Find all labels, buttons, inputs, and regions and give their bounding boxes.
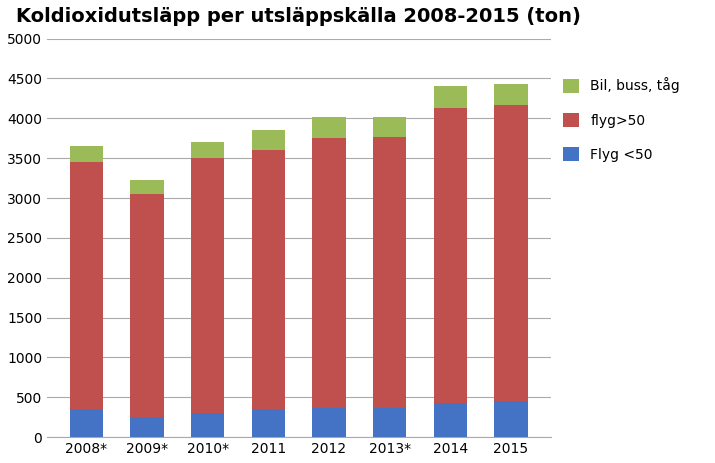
- Bar: [312, 138, 346, 408]
- Bar: [494, 84, 528, 105]
- Bar: [312, 408, 346, 437]
- Bar: [434, 108, 467, 403]
- Bar: [494, 401, 528, 437]
- Bar: [130, 417, 164, 437]
- Bar: [373, 137, 406, 408]
- Bar: [130, 194, 164, 417]
- Bar: [191, 413, 225, 437]
- Bar: [191, 158, 225, 413]
- Bar: [252, 130, 285, 150]
- Bar: [70, 146, 103, 162]
- Bar: [373, 408, 406, 437]
- Legend: Bil, buss, tåg, flyg>50, Flyg <50: Bil, buss, tåg, flyg>50, Flyg <50: [563, 77, 680, 162]
- Bar: [70, 162, 103, 409]
- Bar: [434, 86, 467, 108]
- Bar: [252, 150, 285, 409]
- Bar: [252, 409, 285, 437]
- Bar: [494, 105, 528, 401]
- Bar: [373, 117, 406, 137]
- Bar: [130, 180, 164, 194]
- Bar: [70, 409, 103, 437]
- Title: Koldioxidutsläpp per utsläppskälla 2008-2015 (ton): Koldioxidutsläpp per utsläppskälla 2008-…: [16, 7, 581, 26]
- Bar: [191, 142, 225, 158]
- Bar: [312, 117, 346, 138]
- Bar: [434, 403, 467, 437]
